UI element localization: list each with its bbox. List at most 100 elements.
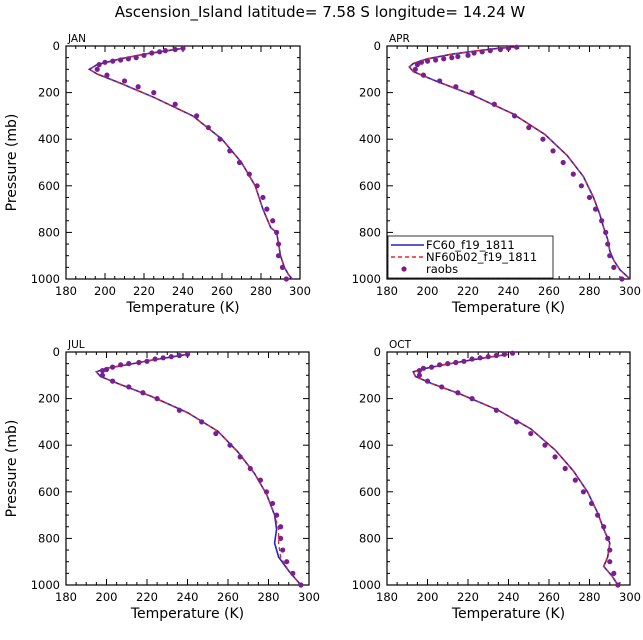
- x-tick-label: 180: [55, 284, 77, 298]
- raobs-point: [135, 84, 141, 90]
- raobs-point: [118, 362, 124, 368]
- raobs-point: [562, 465, 568, 472]
- raobs-point: [99, 368, 106, 374]
- y-axis-label: Pressure (mb): [4, 420, 20, 518]
- raobs-point: [152, 356, 158, 362]
- x-tick-label: 220: [457, 284, 479, 298]
- raobs-point: [416, 372, 422, 378]
- raobs-point: [160, 355, 166, 361]
- x-axis-label: Temperature (K): [451, 606, 565, 622]
- raobs-point: [588, 500, 595, 507]
- raobs-point: [264, 206, 270, 212]
- raobs-point: [437, 362, 443, 368]
- y-tick-label: 200: [38, 86, 60, 100]
- raobs-point: [493, 407, 499, 413]
- y-tick-label: 200: [359, 86, 381, 100]
- raobs-point: [110, 58, 116, 64]
- raobs-point: [279, 264, 286, 270]
- raobs-point: [416, 368, 422, 374]
- raobs-point: [176, 352, 182, 359]
- y-tick-label: 1000: [31, 578, 60, 592]
- raobs-point: [275, 241, 282, 247]
- x-tick-label: 240: [498, 590, 520, 604]
- raobs-point: [619, 276, 625, 282]
- plot-frame: [65, 351, 310, 586]
- raobs-point: [172, 46, 178, 53]
- y-tick-label: 600: [359, 179, 381, 193]
- raobs-point: [176, 407, 182, 413]
- raobs-point: [278, 524, 284, 530]
- raobs-point: [455, 53, 461, 60]
- raobs-point: [514, 44, 520, 50]
- x-tick-label: 300: [619, 284, 641, 298]
- raobs-point: [603, 229, 609, 235]
- raobs-point: [263, 489, 270, 495]
- raobs-point: [570, 171, 576, 177]
- raobs-point: [540, 136, 546, 142]
- raobs-point: [424, 58, 431, 64]
- raobs-point: [205, 124, 211, 131]
- y-axis-label: Pressure (mb): [4, 114, 20, 212]
- raobs-point: [103, 366, 110, 373]
- y-tick-label: 1000: [352, 272, 381, 286]
- raobs-point: [136, 359, 142, 366]
- y-tick-label: 600: [38, 485, 60, 499]
- raobs-point: [580, 489, 587, 495]
- raobs-point: [283, 276, 289, 282]
- series-raobs: [94, 45, 289, 282]
- raobs-point: [260, 194, 266, 201]
- y-tick-label: 0: [53, 39, 60, 53]
- x-tick-label: 200: [417, 590, 439, 604]
- raobs-point: [194, 113, 200, 119]
- raobs-point: [428, 364, 435, 370]
- series-line-FC60_f19_1811: [412, 353, 619, 586]
- raobs-point: [469, 396, 475, 402]
- raobs-point: [550, 148, 556, 154]
- y-tick-label: 800: [359, 531, 381, 545]
- panels: 180 200 220 240 260 280 300 0 200 400 600 800 1000 JA…: [4, 33, 641, 622]
- raobs-point: [104, 72, 110, 78]
- raobs-point: [217, 136, 223, 142]
- raobs-point: [257, 477, 263, 483]
- x-tick-label: 260: [538, 590, 560, 604]
- raobs-point: [572, 477, 578, 483]
- raobs-point: [511, 113, 518, 119]
- raobs-point: [449, 55, 455, 61]
- raobs-point: [607, 253, 613, 259]
- panel-label: APR: [389, 33, 410, 45]
- raobs-point: [586, 194, 593, 201]
- raobs-point: [491, 101, 497, 107]
- raobs-point: [274, 229, 280, 235]
- raobs-point: [615, 582, 621, 588]
- y-tick-label: 0: [374, 345, 381, 359]
- raobs-point: [412, 66, 418, 72]
- y-tick-label: 400: [359, 438, 381, 452]
- x-tick-label: 220: [136, 590, 158, 604]
- y-tick-label: 200: [38, 392, 60, 406]
- raobs-point: [236, 159, 243, 166]
- raobs-point: [141, 52, 147, 58]
- x-tick-label: 300: [289, 284, 311, 298]
- raobs-point: [157, 49, 163, 55]
- raobs-point: [254, 183, 260, 189]
- x-tick-label: 280: [579, 284, 601, 298]
- raobs-point: [284, 559, 290, 565]
- raobs-point: [601, 524, 607, 530]
- x-tick-label: 280: [579, 590, 601, 604]
- raobs-point: [607, 547, 613, 553]
- raobs-point: [125, 56, 131, 62]
- raobs-point: [227, 148, 233, 154]
- legend-entry: raobs: [426, 262, 458, 276]
- raobs-point: [542, 442, 548, 448]
- raobs-point: [528, 430, 534, 437]
- x-axis-label: Temperature (K): [451, 300, 565, 316]
- raobs-point: [605, 241, 611, 247]
- raobs-point: [487, 48, 493, 54]
- raobs-point: [461, 358, 467, 364]
- x-tick-label: 260: [211, 284, 233, 298]
- raobs-point: [493, 352, 499, 359]
- y-tick-label: 1000: [352, 578, 381, 592]
- x-tick-label: 260: [538, 284, 560, 298]
- raobs-point: [246, 171, 252, 177]
